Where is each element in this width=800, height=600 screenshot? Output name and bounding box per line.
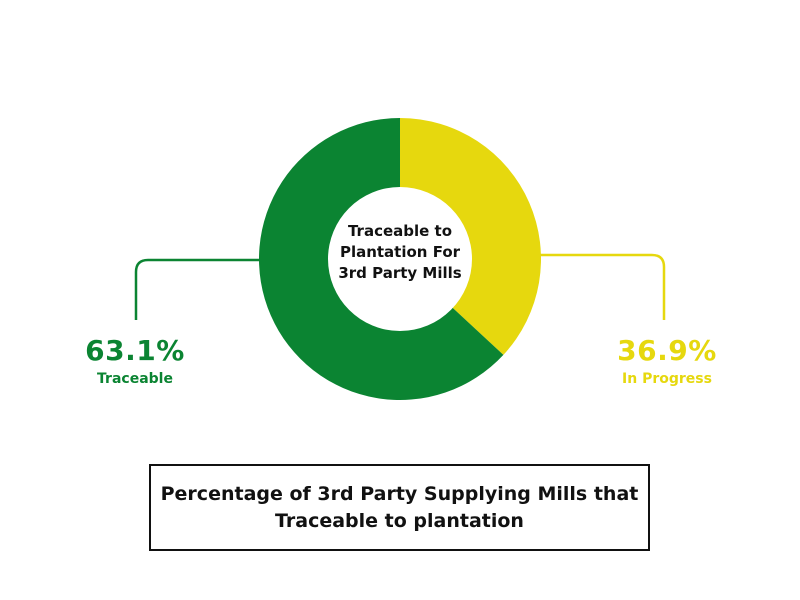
chart-caption: Percentage of 3rd Party Supplying Mills … — [160, 482, 639, 532]
in-progress-leader-line — [540, 253, 666, 320]
caption-box: Percentage of 3rd Party Supplying Mills … — [149, 464, 650, 551]
in-progress-percentage: 36.9% — [617, 334, 717, 367]
traceable-percentage: 63.1% — [85, 334, 185, 367]
traceable-label: Traceable — [97, 371, 173, 387]
donut-hole — [328, 187, 472, 331]
in-progress-label: In Progress — [622, 371, 712, 387]
traceable-leader-line — [134, 258, 260, 320]
donut-center-label: Traceable to Plantation For 3rd Party Mi… — [338, 222, 462, 282]
slice-in-progress — [400, 118, 541, 355]
